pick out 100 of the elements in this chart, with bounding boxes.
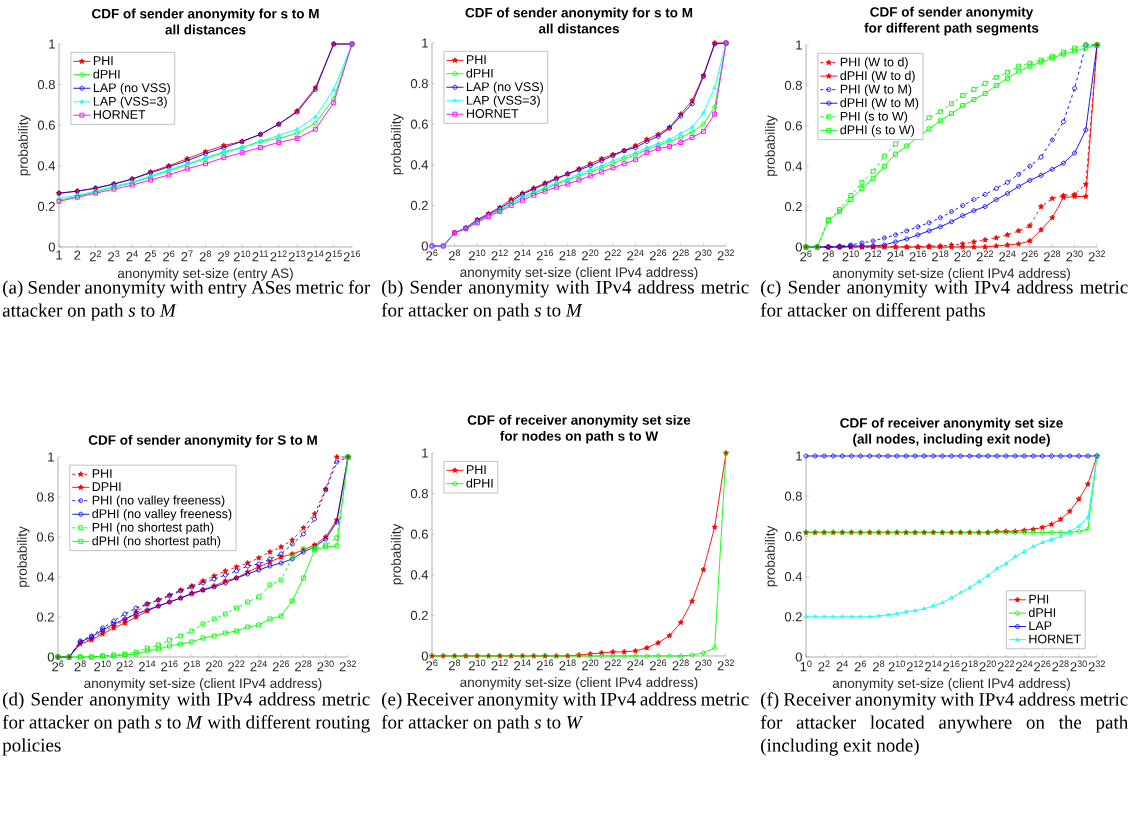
x-tick-label: 2$^{13}$ xyxy=(288,250,306,262)
x-tick-label: 2$^{14}$ xyxy=(514,249,531,261)
y-tick-label: 0.2 xyxy=(784,201,802,212)
chart-subtitle: all distances xyxy=(538,23,619,34)
legend-label: PHI xyxy=(466,55,486,64)
y-tick-label: 0.4 xyxy=(410,570,429,580)
x-tick-label: 2$^{10}$ xyxy=(888,660,906,672)
x-tick-label: 2 xyxy=(74,250,81,260)
x-tick-label: 2$^{6}$ xyxy=(52,660,64,672)
x-tick-label: 2$^{18}$ xyxy=(559,249,576,261)
y-tick-label: 0.2 xyxy=(410,200,428,210)
x-tick-label: 2$^{14}$ xyxy=(138,660,156,672)
legend-label: dPHI xyxy=(466,478,493,488)
x-tick-label: 2$^{18}$ xyxy=(559,659,576,671)
x-tick-label: 2$^{26}$ xyxy=(1021,250,1038,262)
x-tick-label: 2$^{30}$ xyxy=(317,660,334,672)
x-tick-label: 2$^{20}$ xyxy=(205,660,223,672)
x-tick-label: 2$^{28}$ xyxy=(1052,660,1069,672)
chart-title: CDF of receiver anonymity set size xyxy=(840,417,1063,431)
y-tick-label: 0.8 xyxy=(410,488,428,499)
x-tick-label: 2$^{6}$ xyxy=(800,250,812,262)
legend-label: dPHI (no valley freeness) xyxy=(92,508,232,521)
y-tick-label: 0.8 xyxy=(37,79,55,90)
x-tick-label: 2$^{16}$ xyxy=(943,660,960,672)
x-tick-label: 2$^{8}$ xyxy=(199,250,211,262)
x-tick-label: 2$^{9}$ xyxy=(218,250,230,262)
legend-label: PHI xyxy=(92,469,112,478)
x-tick-label: 2$^{22}$ xyxy=(976,250,994,262)
y-tick-label: 0 xyxy=(421,241,428,251)
y-tick-label: 0.2 xyxy=(36,612,54,622)
legend-label: dPHI (s to W) xyxy=(840,125,915,137)
x-axis-title: anonymity set-size (entry AS) xyxy=(117,268,293,281)
legend-label: dPHI (W to M) xyxy=(840,97,919,110)
y-axis-title: probability xyxy=(764,525,778,587)
legend-label: dPHI (W to d) xyxy=(840,70,915,83)
x-tick-label: 2$^{28}$ xyxy=(1043,250,1061,262)
y-tick-label: 0.4 xyxy=(784,571,803,582)
legend-label: LAP (VSS=3) xyxy=(93,96,167,109)
chart-title: CDF of sender anonymity xyxy=(870,6,1034,20)
x-tick-label: 2$^{8}$ xyxy=(448,659,461,671)
legend-label: PHI xyxy=(1029,594,1049,604)
x-tick-label: 2$^{24}$ xyxy=(627,249,644,261)
x-tick-label: 2$^{20}$ xyxy=(582,659,599,671)
x-tick-label: 2$^{15}$ xyxy=(325,250,342,262)
x-tick-label: 2$^{6}$ xyxy=(426,659,438,671)
y-tick-label: 1 xyxy=(796,451,802,461)
y-tick-label: 0 xyxy=(47,652,54,662)
y-tick-label: 0.4 xyxy=(36,572,55,582)
x-tick-label: 2$^{32}$ xyxy=(717,659,734,671)
x-tick-label: 2$^{6}$ xyxy=(854,660,867,672)
legend-label: PHI (W to d) xyxy=(840,57,908,69)
x-tick-label: 2$^{11}$ xyxy=(252,250,269,262)
x-tick-label: 2$^{30}$ xyxy=(1070,660,1087,672)
legend-label: LAP (no VSS) xyxy=(93,82,170,95)
x-tick-label: 2$^{8}$ xyxy=(873,660,885,672)
legend-label: HORNET xyxy=(93,110,146,119)
x-tick-label: 2$^{24}$ xyxy=(1015,660,1033,672)
legend-label: HORNET xyxy=(1029,634,1081,644)
legend-label: PHI xyxy=(466,465,486,474)
x-tick-label: 2$^{18}$ xyxy=(961,660,978,672)
chart-subtitle: (all nodes, including exit node) xyxy=(853,433,1050,447)
legend-label: HORNET xyxy=(466,109,519,118)
y-tick-label: 1 xyxy=(422,448,428,458)
chart-title: CDF of sender anonymity for s to M xyxy=(92,8,319,22)
legend-label: LAP (VSS=3) xyxy=(466,95,540,108)
x-tick-label: 2$^{14}$ xyxy=(514,659,531,671)
y-axis-title: probability xyxy=(764,115,778,176)
y-tick-label: 0 xyxy=(795,652,802,662)
chart-title: CDF of sender anonymity for S to M xyxy=(88,434,317,448)
x-tick-label: 2$^{6}$ xyxy=(426,249,438,261)
x-tick-label: 2$^{16}$ xyxy=(161,660,178,672)
x-tick-label: 2$^{3}$ xyxy=(108,250,120,262)
x-axis-title: anonymity set-size (client IPv4 address) xyxy=(84,678,322,691)
legend-label: dPHI (no shortest path) xyxy=(92,536,221,548)
legend-label: dPHI xyxy=(1028,607,1056,618)
x-tick-label: 2$^{10}$ xyxy=(842,250,859,262)
legend-label: dPHI xyxy=(93,69,120,79)
x-tick-label: 2$^{30}$ xyxy=(695,249,712,261)
x-tick-label: 2$^{2}$ xyxy=(818,660,830,672)
y-tick-label: 0.6 xyxy=(784,121,802,131)
legend-label: LAP (no VSS) xyxy=(466,81,543,94)
x-tick-label: 2$^{22}$ xyxy=(997,660,1015,672)
x-tick-label: 2$^{18}$ xyxy=(932,250,949,262)
x-tick-label: 2$^{10}$ xyxy=(233,250,251,262)
x-tick-label: 1$^{0}$ xyxy=(800,660,812,672)
text: (e) Receiver anonymity with IPv4 address metric for attacker on path s to W xyxy=(381,692,749,733)
y-tick-label: 0.2 xyxy=(784,612,802,622)
x-tick-label: 2$^{12}$ xyxy=(491,659,508,671)
text: (b) Sender anonymity with IPv4 address metric for attacker on path s to M xyxy=(381,280,749,321)
y-tick-label: 0.2 xyxy=(410,610,428,620)
y-tick-label: 0.8 xyxy=(410,78,428,89)
x-tick-label: 2$^{12}$ xyxy=(864,250,882,262)
y-tick-label: 0.4 xyxy=(784,161,803,171)
x-tick-label: 2$^{7}$ xyxy=(181,250,193,262)
x-tick-label: 2$^{16}$ xyxy=(536,249,554,261)
x-tick-label: 2$^{20}$ xyxy=(979,660,996,672)
y-axis-title: probability xyxy=(16,526,30,587)
y-axis-title: probability xyxy=(390,523,404,585)
text: (d) Sender anonymity with IPv4 address metric for attacker on path s to M with different routing policies xyxy=(2,692,370,756)
x-tick-label: 2$^{12}$ xyxy=(116,660,133,672)
